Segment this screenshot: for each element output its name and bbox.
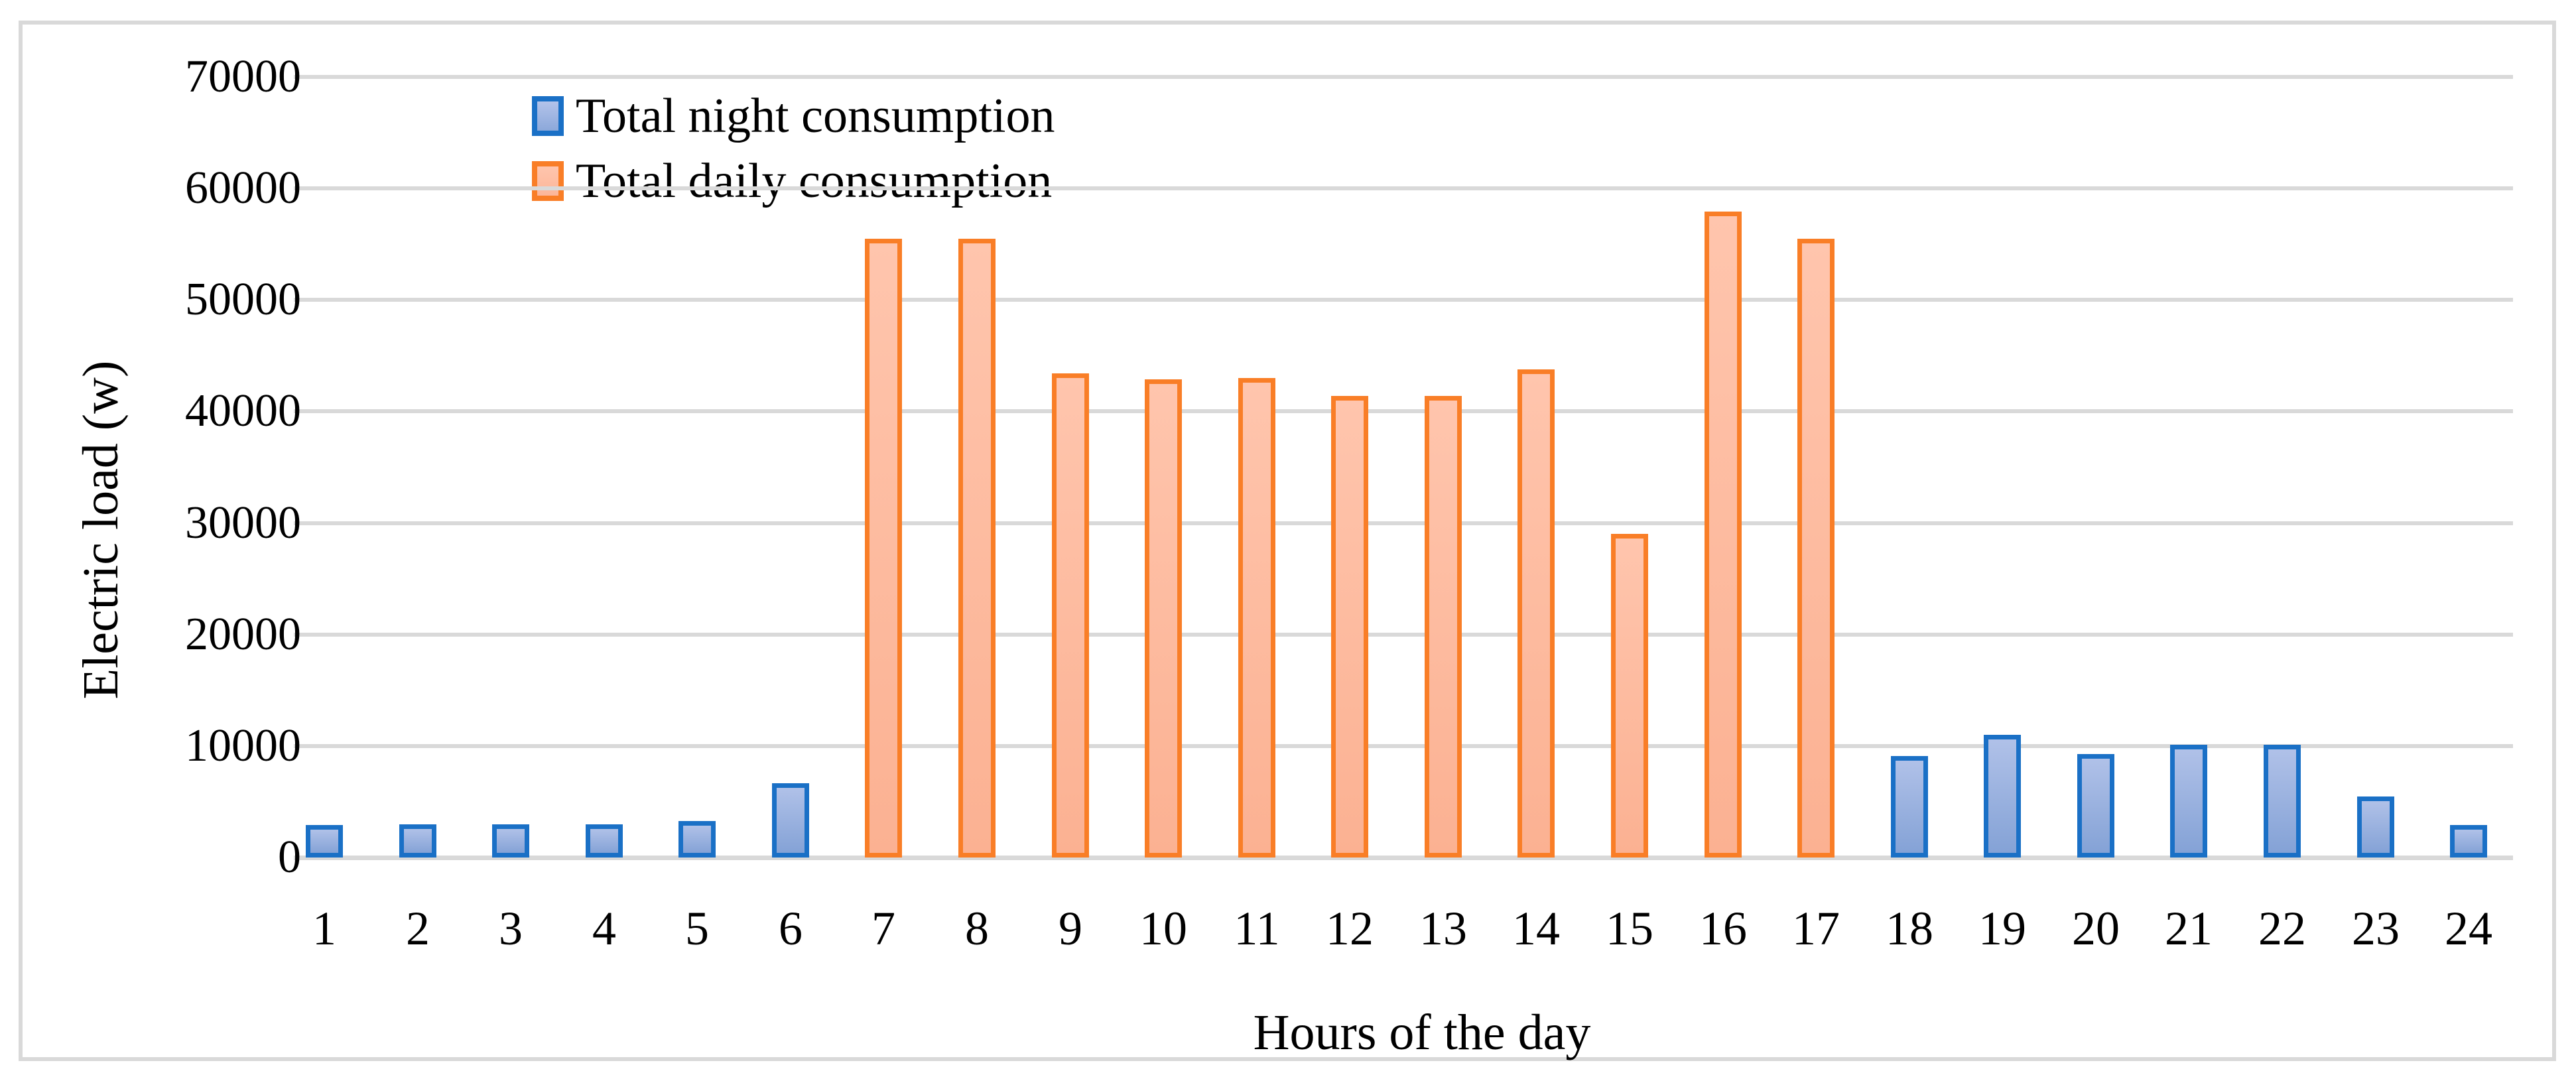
y-tick-label-0: 0: [278, 832, 301, 883]
bar-hour-1-night: [306, 825, 343, 858]
x-tick-label-8: 8: [965, 902, 989, 955]
bar-hour-3-night: [492, 824, 529, 858]
legend-label-night: Total night consumption: [576, 89, 1055, 143]
x-tick-label-21: 21: [2165, 902, 2213, 955]
y-tick-label-70000: 70000: [185, 51, 301, 102]
x-tick-label-5: 5: [685, 902, 709, 955]
bar-hour-7-daily: [865, 239, 902, 858]
legend-item-daily: Total daily consumption: [532, 154, 1055, 208]
x-tick-label-10: 10: [1139, 902, 1187, 955]
bar-hour-11-daily: [1238, 378, 1275, 858]
x-tick-label-1: 1: [312, 902, 336, 955]
x-tick-label-20: 20: [2072, 902, 2120, 955]
y-tick-label-60000: 60000: [185, 162, 301, 214]
bar-hour-15-daily: [1611, 534, 1648, 858]
x-tick-label-15: 15: [1606, 902, 1653, 955]
bar-hour-21-night: [2170, 745, 2207, 858]
y-tick-label-10000: 10000: [185, 720, 301, 771]
x-tick-label-4: 4: [592, 902, 616, 955]
x-axis-title: Hours of the day: [1253, 1005, 1591, 1060]
bar-hour-9-daily: [1052, 373, 1089, 858]
gridline-y-10000: [294, 744, 2513, 748]
x-tick-label-9: 9: [1059, 902, 1082, 955]
bar-hour-8-daily: [958, 239, 996, 858]
x-tick-label-19: 19: [1978, 902, 2026, 955]
bar-hour-5-night: [678, 821, 716, 858]
gridline-y-30000: [294, 521, 2513, 525]
bar-hour-10-daily: [1145, 379, 1182, 858]
bar-hour-19-night: [1984, 735, 2021, 858]
bar-hour-16-daily: [1705, 212, 1742, 858]
x-tick-label-13: 13: [1419, 902, 1467, 955]
y-tick-label-30000: 30000: [185, 497, 301, 548]
legend-swatch-daily: [532, 161, 564, 201]
y-tick-label-50000: 50000: [185, 274, 301, 325]
gridline-y-0: [294, 856, 2513, 860]
legend: Total night consumption Total daily consu…: [532, 89, 1055, 223]
x-tick-label-7: 7: [871, 902, 895, 955]
bar-hour-23-night: [2357, 796, 2394, 858]
gridline-y-50000: [294, 298, 2513, 302]
y-tick-label-40000: 40000: [185, 385, 301, 436]
bar-hour-17-daily: [1797, 239, 1835, 858]
x-tick-label-2: 2: [406, 902, 430, 955]
gridline-y-60000: [294, 186, 2513, 190]
bar-hour-14-daily: [1517, 369, 1555, 858]
legend-label-daily: Total daily consumption: [576, 154, 1053, 208]
x-tick-label-16: 16: [1699, 902, 1747, 955]
gridline-y-20000: [294, 633, 2513, 637]
bar-hour-12-daily: [1331, 396, 1368, 858]
y-tick-label-20000: 20000: [185, 609, 301, 660]
x-tick-label-23: 23: [2352, 902, 2400, 955]
x-tick-label-24: 24: [2445, 902, 2492, 955]
bar-hour-4-night: [586, 824, 623, 858]
bar-hour-2-night: [399, 824, 436, 858]
x-tick-label-3: 3: [499, 902, 523, 955]
x-tick-label-12: 12: [1326, 902, 1374, 955]
bar-hour-6-night: [772, 783, 809, 858]
bar-hour-24-night: [2450, 825, 2487, 858]
bar-hour-13-daily: [1425, 396, 1462, 858]
x-tick-label-22: 22: [2258, 902, 2306, 955]
x-tick-label-14: 14: [1512, 902, 1560, 955]
x-tick-label-6: 6: [779, 902, 803, 955]
legend-swatch-night: [532, 96, 564, 136]
gridline-y-40000: [294, 409, 2513, 413]
bar-hour-20-night: [2077, 754, 2114, 858]
x-tick-label-17: 17: [1792, 902, 1840, 955]
gridline-y-70000: [294, 75, 2513, 79]
x-tick-label-11: 11: [1234, 902, 1280, 955]
bar-hour-22-night: [2264, 745, 2301, 858]
chart-frame: Electric load (w) Hours of the day Total…: [19, 21, 2556, 1061]
x-tick-label-18: 18: [1886, 902, 1933, 955]
legend-item-night: Total night consumption: [532, 89, 1055, 143]
bar-hour-18-night: [1891, 756, 1928, 858]
